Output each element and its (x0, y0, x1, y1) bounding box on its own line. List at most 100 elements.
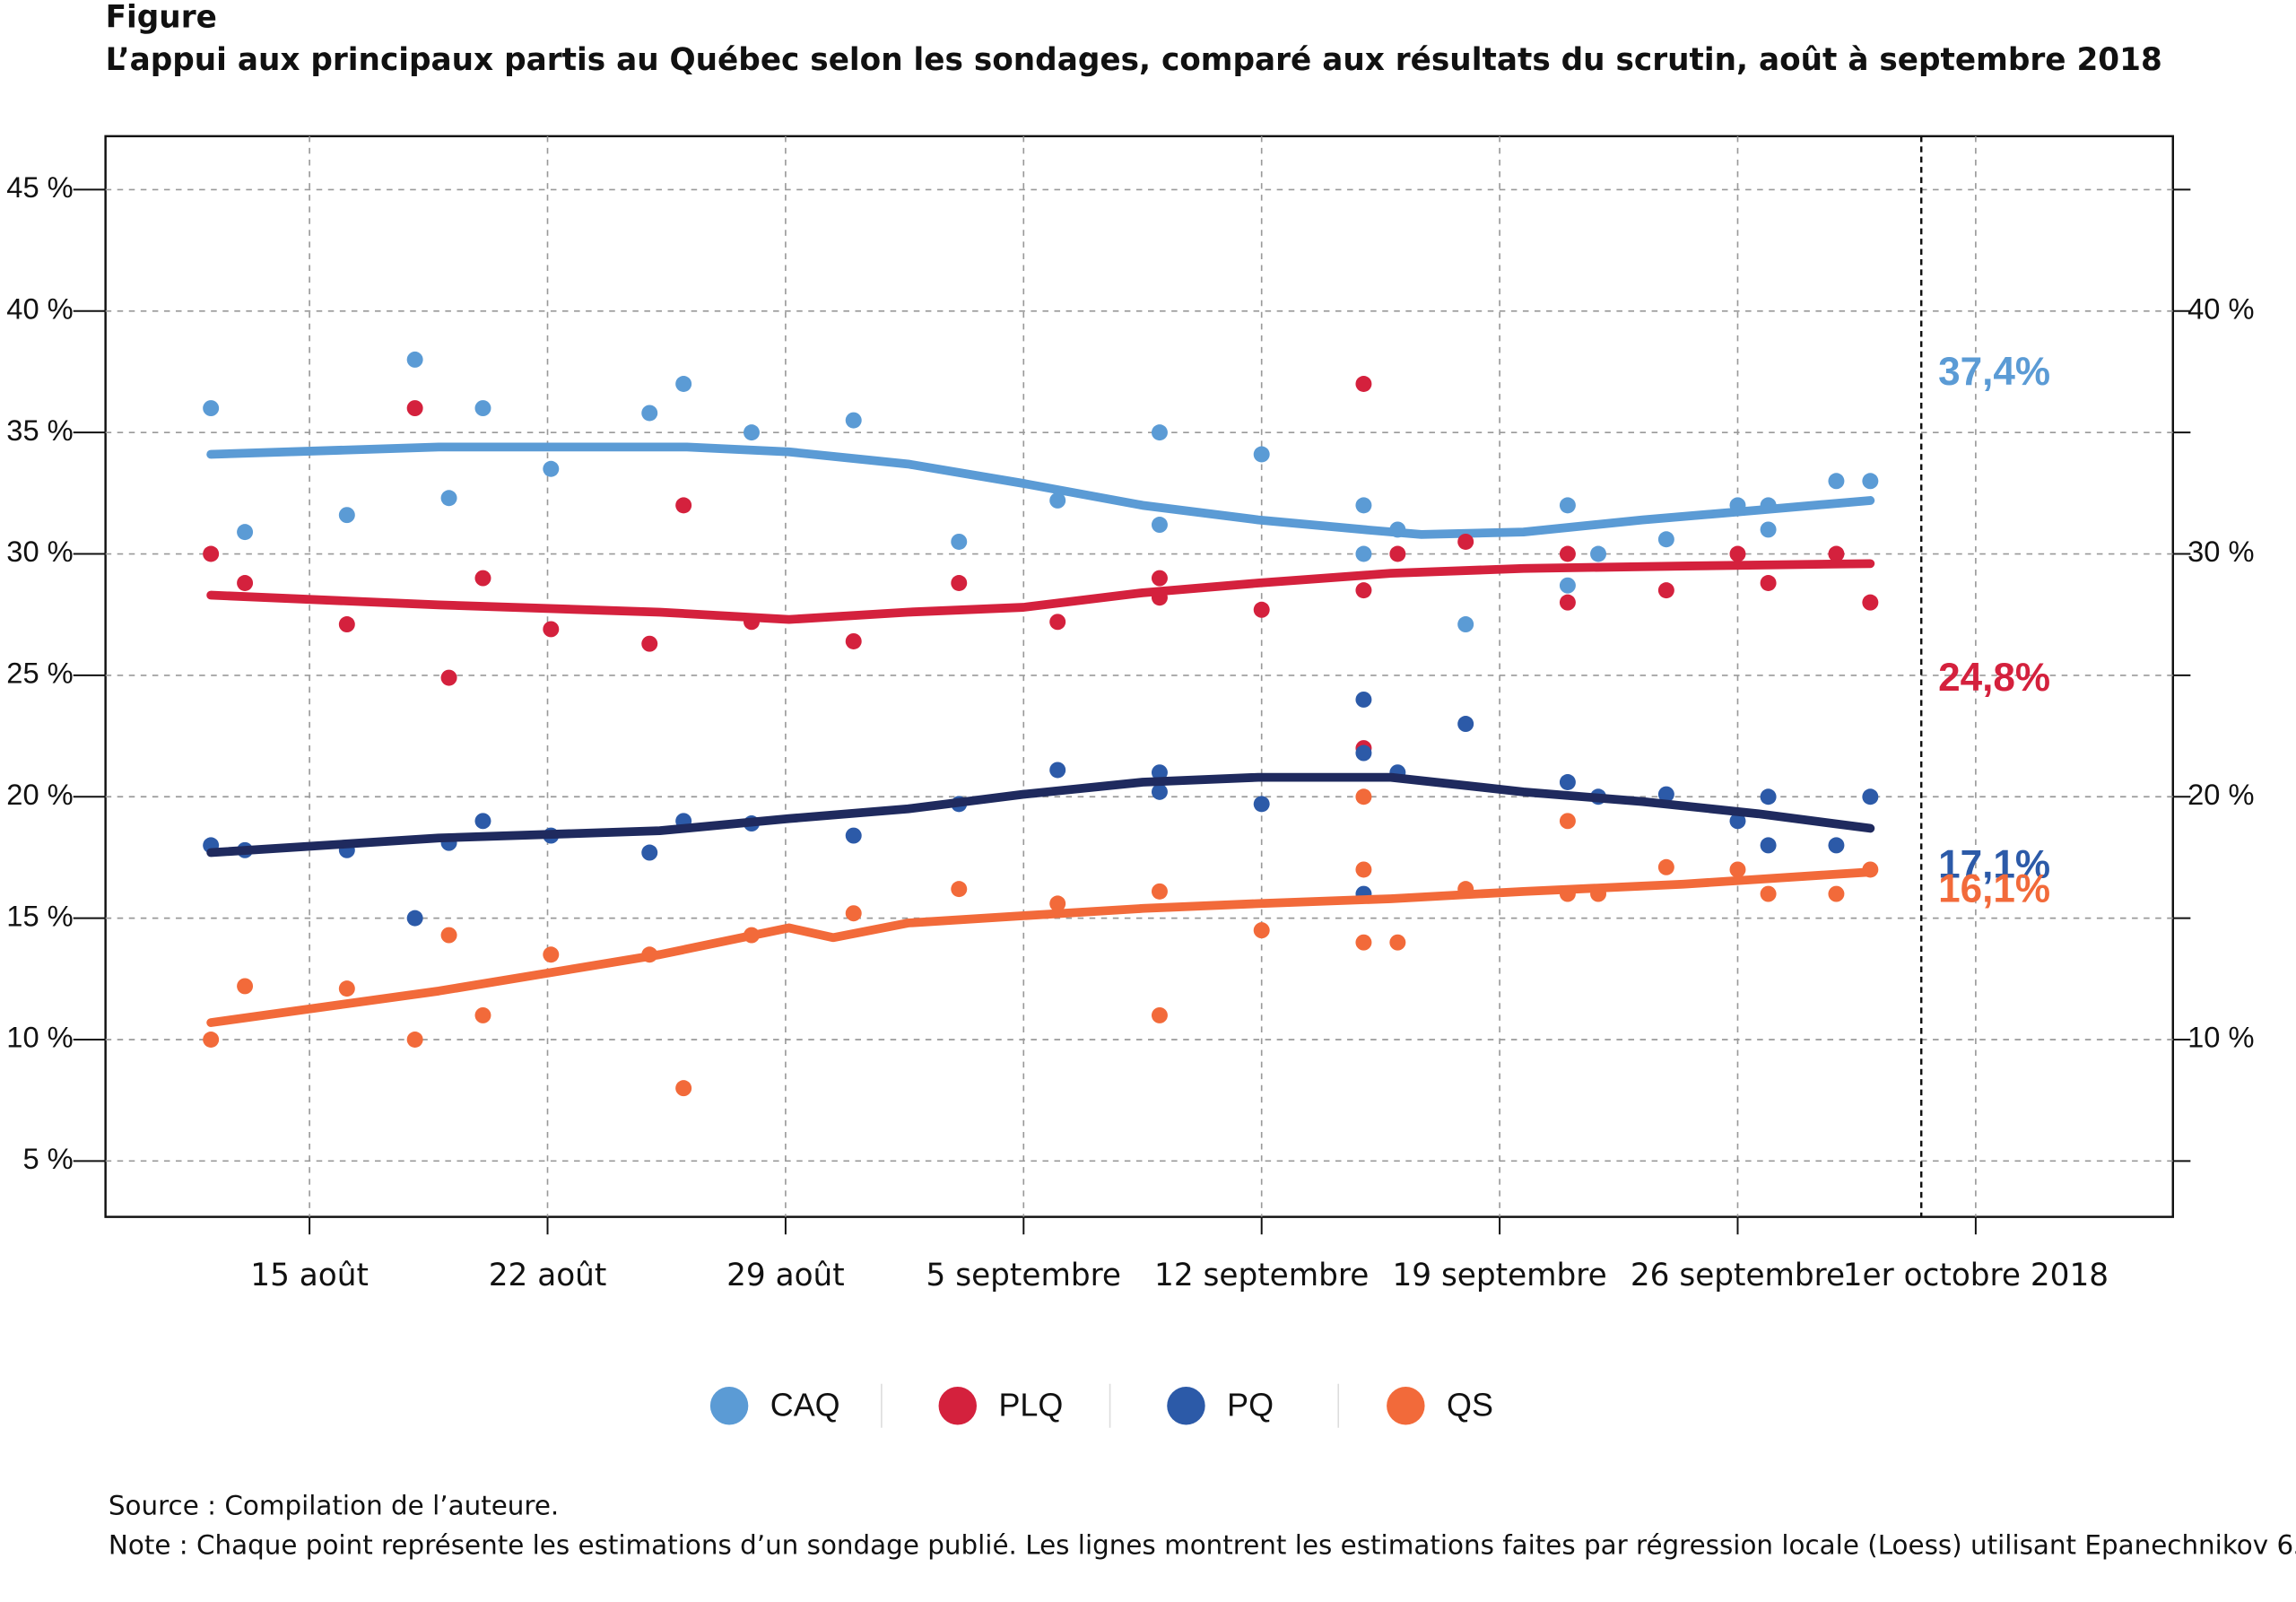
poll-point (1253, 601, 1270, 618)
poll-point (338, 616, 355, 633)
poll-point (440, 490, 457, 507)
poll-point (951, 881, 968, 898)
poll-point (203, 1032, 220, 1048)
poll-point (1151, 517, 1168, 533)
poll-point (1389, 934, 1406, 951)
y-tick-label: 15 % (6, 899, 73, 932)
poll-point (1355, 545, 1372, 562)
poll-point (474, 570, 491, 587)
poll-point (1049, 895, 1066, 912)
poll-point (474, 400, 491, 417)
result-label: 24,8% (1938, 656, 2050, 700)
y2-tick-label: 20 % (2187, 778, 2254, 811)
poll-point (1760, 575, 1777, 591)
poll-point (543, 621, 560, 638)
poll-point (951, 533, 968, 550)
y-tick-label: 30 % (6, 535, 73, 568)
trend-line (206, 772, 1875, 858)
poll-point (1657, 582, 1674, 599)
poll-point (744, 424, 760, 441)
poll-point (1828, 837, 1845, 854)
legend-label: CAQ (770, 1386, 840, 1423)
poll-point (1559, 577, 1576, 594)
poll-point (1049, 492, 1066, 509)
poll-point (1355, 497, 1372, 514)
poll-point (1151, 764, 1168, 781)
poll-point (641, 405, 658, 422)
y-tick-label: 35 % (6, 414, 73, 447)
x-tick-label: 26 septembre (1631, 1258, 1845, 1293)
poll-point (1457, 616, 1474, 633)
legend-marker (1387, 1387, 1425, 1425)
poll-point (845, 412, 862, 429)
poll-point (1828, 545, 1845, 562)
poll-point (1355, 582, 1372, 599)
poll-point (641, 635, 658, 652)
poll-point (1253, 446, 1270, 463)
poll-point (1760, 521, 1777, 538)
x-tick-label: 19 septembre (1392, 1258, 1606, 1293)
figure-label: Figure (106, 0, 217, 36)
y2-tick-label: 10 % (2187, 1021, 2254, 1054)
poll-point (1151, 1006, 1168, 1023)
poll-point (1049, 614, 1066, 631)
trend-line (206, 867, 1875, 1027)
poll-point (1559, 594, 1576, 611)
poll-point (1657, 858, 1674, 875)
poll-point (675, 497, 692, 514)
poll-point (1729, 545, 1746, 562)
poll-point (1828, 473, 1845, 490)
poll-point (406, 910, 423, 927)
poll-point (1049, 762, 1066, 779)
legend-label: PQ (1227, 1386, 1274, 1423)
source: Source : Compilation de l’auteure. (109, 1490, 559, 1520)
poll-point (1828, 885, 1845, 902)
poll-point (675, 376, 692, 392)
poll-point (1657, 786, 1674, 803)
poll-point (1355, 934, 1372, 951)
poll-point (1559, 497, 1576, 514)
result-label: 37,4% (1938, 350, 2050, 394)
poll-point (237, 575, 254, 591)
poll-point (1729, 813, 1746, 830)
legend-marker (1167, 1387, 1205, 1425)
poll-point (1559, 813, 1576, 830)
poll-point (338, 980, 355, 997)
poll-point (1862, 473, 1879, 490)
y-tick-label: 10 % (6, 1021, 73, 1054)
poll-point (203, 400, 220, 417)
y-tick-label: 20 % (6, 778, 73, 811)
poll-point (543, 946, 560, 963)
poll-point (1355, 788, 1372, 805)
poll-point (440, 669, 457, 686)
poll-point (406, 351, 423, 368)
poll-point (1590, 545, 1607, 562)
x-tick-label: 12 septembre (1154, 1258, 1369, 1293)
legend-label: PLQ (998, 1386, 1063, 1423)
plot-frame (104, 135, 2175, 1218)
poll-point (1151, 883, 1168, 900)
y-tick-label: 25 % (6, 657, 73, 690)
legend-marker (938, 1387, 977, 1425)
poll-point (675, 1080, 692, 1097)
poll-point (1253, 796, 1270, 813)
poll-point (203, 545, 220, 562)
poll-point (237, 978, 254, 995)
poll-point (845, 632, 862, 649)
note: Note : Chaque point représente les estim… (109, 1529, 2296, 1560)
x-tick-label: 1er octobre 2018 (1843, 1258, 2109, 1293)
poll-point (1657, 531, 1674, 548)
poll-point (474, 1006, 491, 1023)
trend-line (206, 442, 1875, 539)
poll-point (1729, 861, 1746, 878)
poll-point (338, 507, 355, 524)
poll-point (951, 575, 968, 591)
y2-tick-label: 40 % (2187, 292, 2254, 325)
poll-point (1355, 376, 1372, 392)
legend-marker (709, 1387, 749, 1425)
poll-point (1355, 744, 1372, 762)
poll-point (1862, 594, 1879, 611)
poll-point (1355, 861, 1372, 878)
poll-point (1457, 533, 1474, 550)
y-tick-label: 5 % (22, 1142, 73, 1175)
